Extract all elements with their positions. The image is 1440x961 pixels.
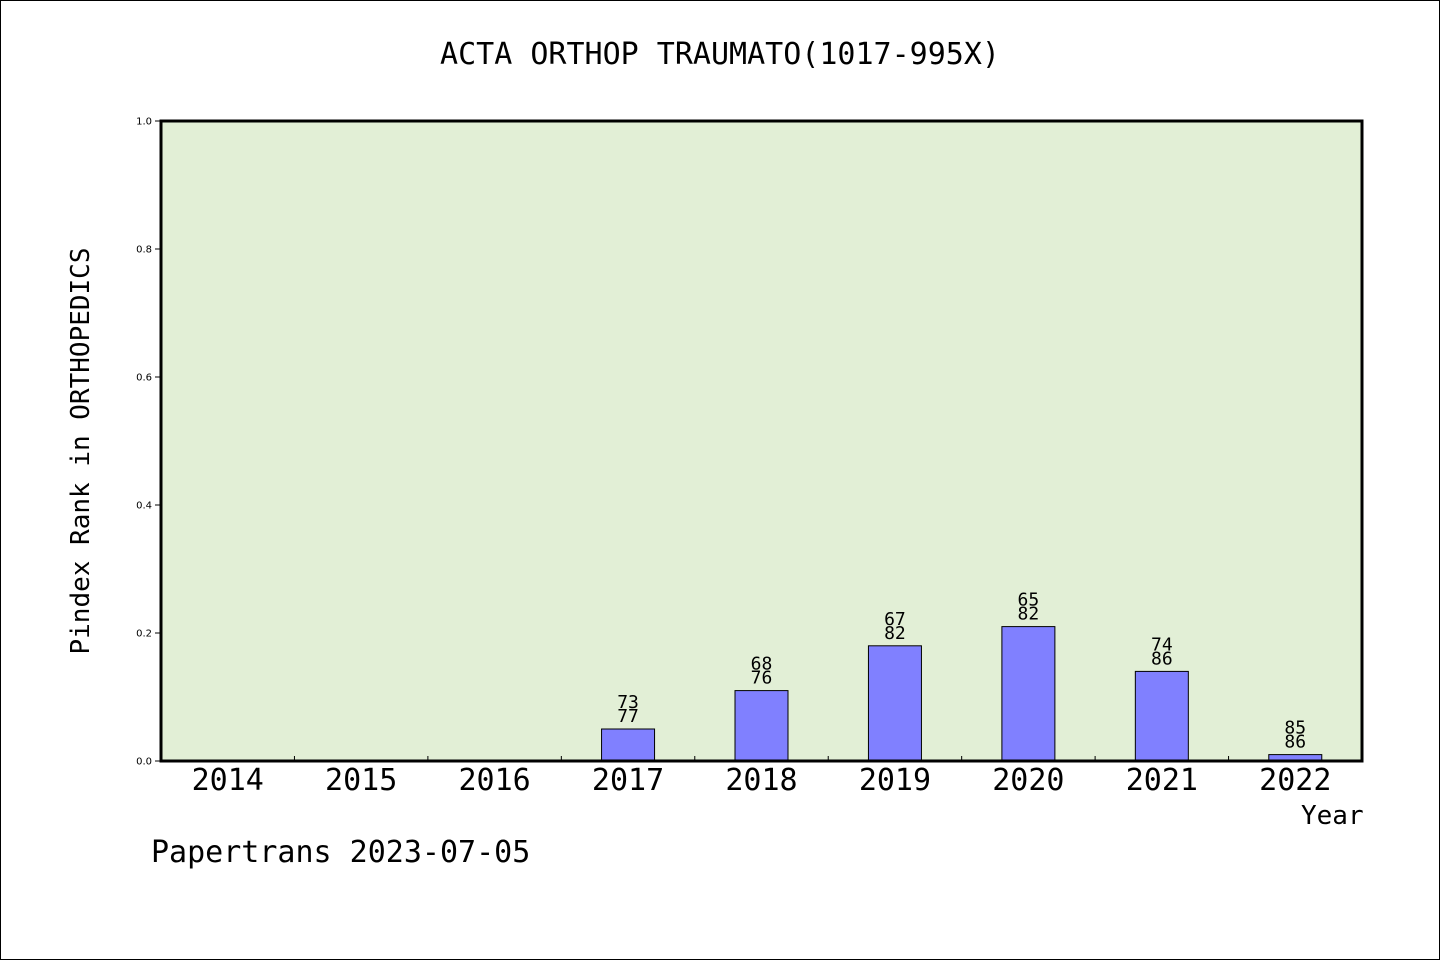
bar-label-top: 85 [1284,718,1306,739]
bar-label-top: 65 [1018,590,1040,611]
bar-label-top: 73 [617,692,639,713]
bar [1134,670,1189,762]
bar-label-bottom: 86 [1284,732,1306,753]
bar-label-top: 68 [751,654,773,675]
y-tick-label: 0.0 [136,757,152,768]
footer-credit: Papertrans 2023-07-05 [151,835,531,870]
x-tick-label: 2021 [1126,763,1198,798]
bar-label-bottom: 82 [884,623,906,644]
y-tick-label: 0.8 [136,245,152,256]
y-tick-label: 0.6 [136,373,152,384]
y-tick-label: 0.2 [136,629,152,640]
x-tick-label: 2015 [325,763,397,798]
bar [867,645,922,762]
bar-label-bottom: 82 [1018,604,1040,625]
x-tick-label: 2017 [592,763,664,798]
bar-label-top: 67 [884,609,906,630]
bar-label-bottom: 76 [751,668,773,689]
x-axis-title: Year [1301,801,1364,831]
y-tick-label: 1.0 [136,117,152,128]
y-tick-label: 0.4 [136,501,152,512]
plot-background [161,121,1362,761]
bar-label-bottom: 77 [617,706,639,727]
x-tick-label: 2014 [192,763,264,798]
chart-title: ACTA ORTHOP TRAUMATO(1017-995X) [440,37,1000,72]
x-tick-label: 2018 [725,763,797,798]
bar [734,690,789,762]
x-tick-label: 2019 [859,763,931,798]
plot-border [159,119,1364,763]
bar-label-bottom: 86 [1151,648,1173,669]
bar [601,728,656,762]
x-tick-label: 2020 [992,763,1064,798]
x-tick-label: 2022 [1259,763,1331,798]
bar-label-top: 74 [1151,634,1173,655]
x-tick-label: 2016 [458,763,530,798]
bar [1001,626,1056,762]
